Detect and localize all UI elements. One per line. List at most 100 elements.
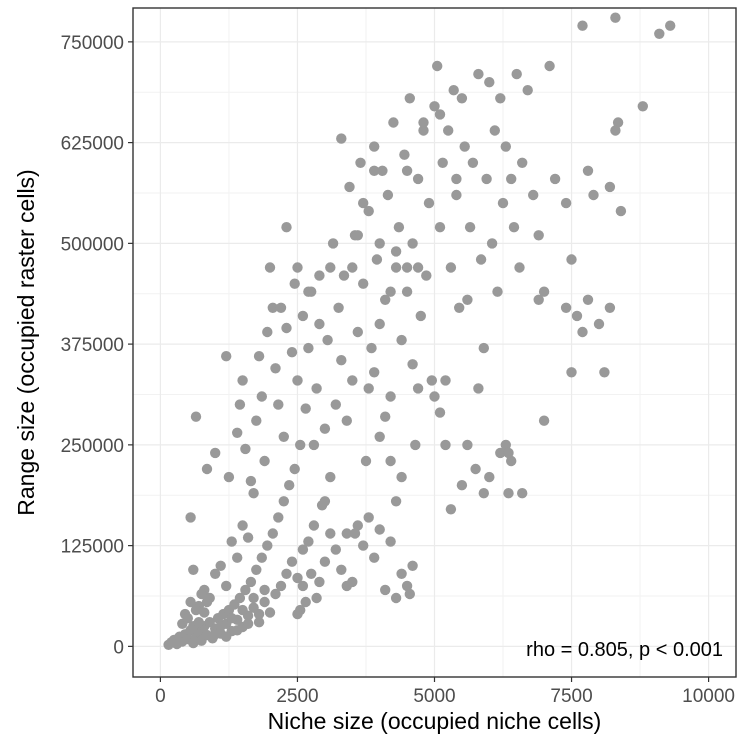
data-point [234, 399, 246, 410]
data-point [273, 512, 284, 523]
data-point [300, 403, 311, 414]
data-point [495, 93, 506, 104]
data-point [500, 439, 511, 451]
data-point [327, 238, 339, 249]
data-point [349, 528, 361, 539]
data-point [610, 12, 621, 23]
data-point [363, 205, 374, 217]
data-point [267, 302, 278, 313]
data-point [336, 133, 347, 144]
data-point [448, 85, 459, 96]
data-point [264, 262, 276, 273]
y-tick-label: 0 [113, 637, 124, 658]
data-point [412, 383, 424, 394]
data-point [319, 496, 331, 507]
data-point [358, 540, 369, 551]
data-point [300, 596, 311, 608]
y-axis-ticks: 0 125000 250000 375000 500000 625000 750000 [61, 33, 133, 658]
data-point [322, 334, 333, 346]
data-point [248, 592, 259, 604]
grid-major [133, 8, 736, 677]
data-point [325, 471, 336, 483]
data-point [517, 488, 528, 499]
data-point [221, 580, 232, 592]
data-point [437, 157, 448, 168]
data-point [185, 596, 196, 608]
data-point [385, 455, 396, 467]
data-point [380, 584, 391, 596]
y-tick-label: 375000 [61, 335, 124, 356]
data-point [549, 173, 561, 185]
x-tick-label: 10000 [682, 686, 735, 707]
data-point [259, 596, 270, 608]
data-point [377, 165, 388, 176]
data-point [390, 592, 402, 604]
data-point [303, 342, 314, 354]
data-point [188, 564, 199, 575]
data-point [292, 262, 303, 273]
data-point [459, 141, 470, 152]
data-point [503, 488, 514, 499]
data-point [665, 20, 676, 31]
data-point [190, 411, 202, 422]
data-point [456, 480, 468, 491]
data-point [240, 584, 251, 596]
data-point [412, 173, 424, 185]
data-point [259, 584, 270, 596]
data-point [355, 157, 366, 168]
data-point [336, 355, 347, 366]
data-point [412, 262, 424, 273]
data-point [470, 463, 481, 475]
data-point [292, 375, 303, 386]
data-point [503, 447, 514, 459]
data-point [560, 302, 572, 313]
data-point [292, 608, 303, 620]
data-point [401, 286, 413, 297]
data-point [462, 294, 473, 305]
data-point [533, 230, 544, 241]
data-point [341, 415, 352, 426]
data-point [289, 463, 300, 475]
data-point [347, 262, 358, 273]
data-points [163, 12, 676, 650]
data-point [382, 189, 394, 201]
data-point [415, 310, 426, 322]
data-point [423, 197, 435, 209]
data-point [593, 318, 605, 330]
data-point [418, 125, 429, 136]
data-point [210, 447, 221, 459]
data-point [253, 617, 265, 628]
data-point [352, 326, 363, 338]
data-point [182, 613, 193, 624]
data-point [314, 576, 325, 588]
data-point [234, 592, 246, 604]
data-point [232, 427, 243, 438]
data-point [399, 149, 410, 160]
data-point [253, 351, 265, 362]
data-point [434, 222, 446, 233]
data-point [407, 238, 418, 249]
data-point [577, 326, 588, 338]
data-point [473, 383, 484, 394]
data-point [374, 524, 385, 535]
data-point [253, 608, 265, 620]
data-point [385, 286, 396, 297]
data-point [604, 181, 616, 193]
data-point [571, 310, 583, 322]
y-tick-label: 125000 [61, 537, 124, 558]
data-point [303, 536, 314, 547]
data-point [380, 294, 391, 305]
data-point [237, 604, 248, 616]
data-point [495, 447, 506, 459]
data-point [396, 334, 407, 346]
data-point [615, 205, 627, 217]
y-tick-label: 750000 [61, 33, 124, 54]
data-point [196, 588, 207, 600]
data-point [514, 262, 525, 273]
data-point [637, 101, 648, 112]
data-point [251, 564, 262, 575]
data-point [270, 363, 281, 374]
x-tick-label: 0 [155, 686, 166, 707]
data-point [654, 28, 665, 39]
data-point [360, 455, 372, 467]
